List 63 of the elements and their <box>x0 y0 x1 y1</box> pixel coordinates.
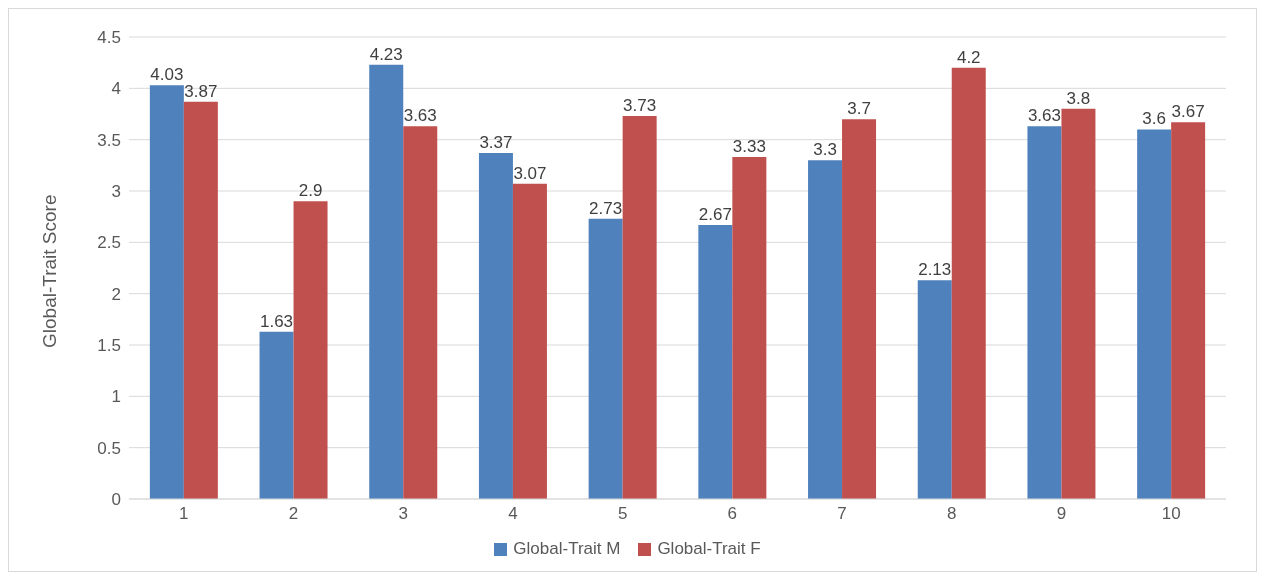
bar <box>808 160 843 499</box>
data-label: 1.63 <box>260 311 294 331</box>
bar <box>1171 122 1206 499</box>
x-tick-label: 5 <box>617 504 628 524</box>
data-label: 4.2 <box>956 47 981 67</box>
y-tick-label: 0.5 <box>97 438 121 458</box>
y-tick-label: 3 <box>111 182 121 202</box>
x-tick-label: 9 <box>1056 504 1067 524</box>
bar <box>478 153 513 499</box>
data-label: 3.67 <box>1171 102 1205 122</box>
data-label: 2.67 <box>698 204 732 224</box>
bar <box>293 201 328 499</box>
data-label: 3.63 <box>1027 106 1061 126</box>
bar <box>698 224 733 499</box>
bar <box>149 85 184 499</box>
bar <box>512 183 547 499</box>
bar <box>259 331 294 499</box>
x-tick-label: 8 <box>947 504 957 524</box>
x-tick-label: 7 <box>837 504 847 524</box>
data-label: 3.6 <box>1142 109 1166 129</box>
data-label: 3.07 <box>513 163 547 183</box>
y-axis-title: Global-Trait Score <box>38 194 60 348</box>
bar <box>1137 129 1172 499</box>
data-label: 2.13 <box>918 260 952 280</box>
data-label: 4.23 <box>369 44 403 64</box>
x-tick-label: 6 <box>727 504 738 524</box>
data-label: 3.87 <box>184 81 218 101</box>
y-tick-label: 3.5 <box>97 130 121 150</box>
y-tick-label: 2.5 <box>97 233 121 253</box>
y-tick-label: 1 <box>111 387 121 407</box>
data-label: 3.33 <box>732 137 766 157</box>
bar <box>1027 126 1062 499</box>
data-label: 3.37 <box>479 133 513 153</box>
data-label: 3.8 <box>1066 88 1091 108</box>
x-tick-label: 1 <box>179 504 189 524</box>
data-label: 3.3 <box>813 140 837 160</box>
y-tick-label: 0 <box>111 490 121 510</box>
y-tick-label: 2 <box>111 284 121 304</box>
data-label: 3.73 <box>623 96 657 116</box>
legend-label: Global-Trait M <box>512 539 621 559</box>
bar <box>369 64 404 499</box>
x-tick-label: 2 <box>288 504 299 524</box>
x-tick-label: 10 <box>1161 504 1181 524</box>
x-tick-label: 3 <box>398 504 408 524</box>
bar <box>951 67 986 499</box>
bar <box>732 157 767 499</box>
bar <box>842 119 877 499</box>
y-tick-label: 4 <box>111 79 121 99</box>
bar <box>917 280 952 499</box>
data-label: 2.73 <box>589 198 623 218</box>
y-tick-label: 4.5 <box>97 28 121 48</box>
y-tick-label: 1.5 <box>97 336 121 356</box>
data-label: 3.63 <box>403 106 437 126</box>
legend-label: Global-Trait F <box>656 539 761 559</box>
data-label: 3.7 <box>847 99 871 119</box>
bar <box>588 218 623 499</box>
bar <box>183 101 218 499</box>
data-label: 4.03 <box>150 65 184 85</box>
x-tick-label: 4 <box>508 504 518 524</box>
bar <box>1061 108 1096 499</box>
data-label: 2.9 <box>298 181 323 201</box>
bar <box>403 126 438 499</box>
bar <box>622 116 657 499</box>
